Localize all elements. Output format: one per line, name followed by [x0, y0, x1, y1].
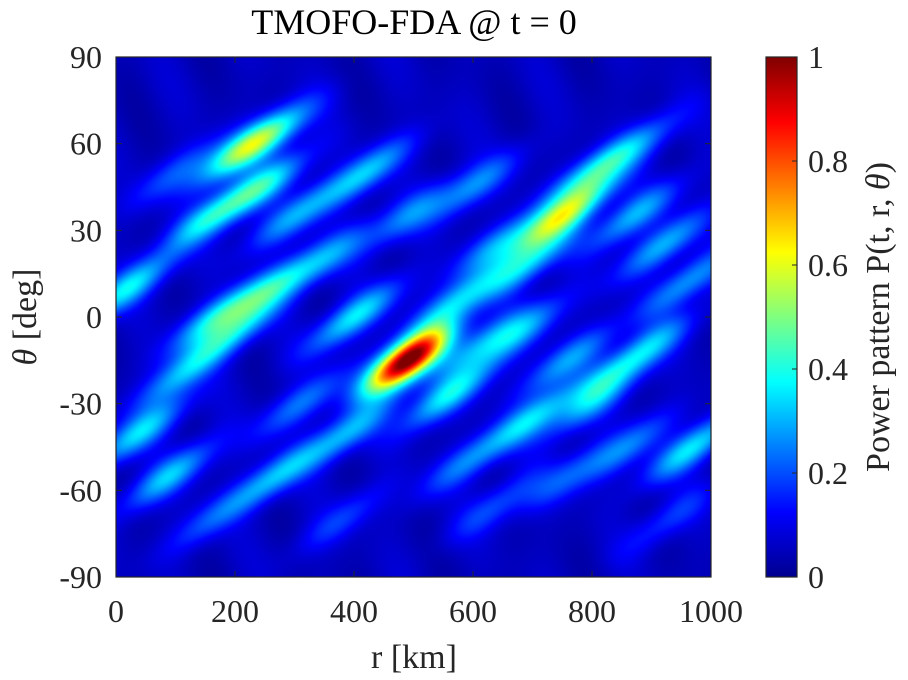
- colorbar-tick-label: 0: [808, 559, 824, 595]
- x-tick-label: 800: [568, 593, 616, 629]
- colorbar-label-suffix: ): [860, 162, 897, 173]
- x-tick-label: 400: [330, 593, 378, 629]
- x-tick-label: 600: [449, 593, 497, 629]
- y-tick-label: 60: [70, 126, 102, 162]
- plot-area: [115, 56, 712, 578]
- colorbar-tick-label: 0.8: [808, 143, 848, 179]
- y-axis-unit: [deg]: [7, 269, 44, 341]
- y-tick-label: -90: [59, 559, 102, 595]
- y-axis-label: θ [deg]: [7, 269, 44, 366]
- colorbar-tick-label: 0.6: [808, 247, 848, 283]
- y-tick-label: -60: [59, 472, 102, 508]
- colorbar-label-prefix: Power pattern P(t, r,: [860, 190, 897, 472]
- x-axis-ticks: 0 200 400 600 800 1000: [108, 57, 743, 629]
- colorbar-frame: [765, 56, 798, 578]
- x-tick-label: 0: [108, 593, 124, 629]
- x-axis-label: r [km]: [371, 639, 457, 676]
- colorbar-ticks: 1 0.8 0.6 0.4 0.2 0: [792, 39, 848, 595]
- y-tick-label: -30: [59, 386, 102, 422]
- colorbar-tick-label: 0.4: [808, 351, 848, 387]
- heatmap-surface: [116, 57, 711, 577]
- chart-title: TMOFO-FDA @ t = 0: [251, 2, 577, 42]
- y-axis-symbol: θ: [7, 349, 44, 366]
- y-tick-label: 0: [86, 299, 102, 335]
- x-tick-label: 1000: [679, 593, 743, 629]
- colorbar-gradient: [766, 57, 797, 577]
- colorbar-label: Power pattern P(t, r, θ): [860, 162, 897, 472]
- colorbar-tick-label: 0.2: [808, 455, 848, 491]
- x-tick-label: 200: [211, 593, 259, 629]
- colorbar-tick-label: 1: [808, 39, 824, 75]
- colorbar: 1 0.8 0.6 0.4 0.2 0: [765, 39, 848, 595]
- y-axis-ticks: 90 60 30 0 -30 -60 -90: [59, 39, 711, 595]
- y-tick-label: 90: [70, 39, 102, 75]
- colorbar-label-symbol: θ: [860, 173, 897, 190]
- y-tick-label: 30: [70, 212, 102, 248]
